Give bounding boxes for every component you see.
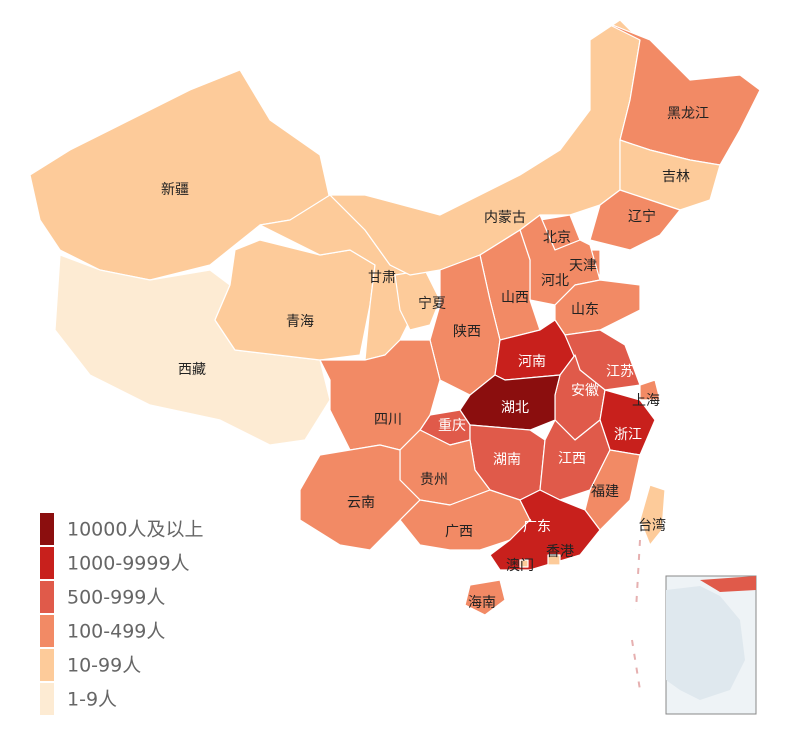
legend-swatch	[40, 649, 54, 681]
province	[589, 189, 681, 251]
legend-label: 10-99人	[67, 655, 141, 677]
legend-label: 100-499人	[67, 621, 165, 643]
province-label: 浙江	[614, 427, 642, 443]
province	[639, 379, 661, 401]
province-label: 河北	[541, 273, 569, 289]
province	[519, 559, 529, 568]
legend-swatch	[40, 581, 54, 613]
province-label: 台湾	[638, 517, 666, 534]
legend-label: 500-999人	[67, 587, 165, 609]
province-label: 云南	[347, 495, 375, 511]
province	[319, 339, 441, 451]
inset-south-china-sea	[631, 539, 757, 715]
province-label: 新疆	[161, 182, 189, 198]
legend-label: 1000-9999人	[67, 553, 190, 575]
province-label: 海南	[468, 595, 496, 611]
province-label: 北京	[543, 230, 571, 246]
province-label: 天津	[569, 258, 597, 274]
province-label: 西藏	[178, 362, 206, 378]
province-label: 山西	[501, 290, 529, 306]
province	[54, 254, 331, 446]
legend-swatch	[40, 547, 54, 579]
province-label: 江苏	[606, 364, 634, 380]
legend-swatch	[40, 615, 54, 647]
province-label: 澳门	[506, 558, 534, 574]
province-label: 湖南	[493, 452, 521, 468]
province-label: 山东	[571, 302, 599, 318]
province-label: 上海	[632, 393, 660, 409]
province-label: 广西	[445, 524, 473, 540]
province-label: 吉林	[662, 169, 690, 185]
province-label: 黑龙江	[667, 106, 709, 122]
province-label: 香港	[546, 544, 574, 560]
province-label: 重庆	[438, 418, 466, 434]
province	[464, 579, 506, 616]
province	[547, 554, 561, 566]
province-label: 贵州	[420, 472, 448, 488]
province	[214, 239, 376, 361]
province-label: 河南	[518, 354, 546, 370]
province-label: 甘肃	[368, 270, 396, 286]
province-label: 江西	[558, 451, 586, 467]
province-label: 陕西	[453, 324, 481, 340]
province	[639, 484, 666, 546]
province-label: 内蒙古	[484, 210, 526, 226]
legend-label: 10000人及以上	[67, 519, 203, 541]
province-label: 福建	[591, 484, 619, 500]
legend-swatch	[40, 683, 54, 715]
province-label: 辽宁	[628, 208, 656, 225]
province-label: 安徽	[571, 383, 599, 399]
province-label: 宁夏	[418, 295, 446, 312]
province-label: 广东	[523, 519, 551, 535]
province-label: 青海	[286, 314, 314, 330]
province-label: 四川	[374, 412, 402, 428]
legend-swatch	[40, 513, 54, 545]
province-label: 湖北	[501, 400, 529, 416]
legend-label: 1-9人	[67, 689, 117, 711]
